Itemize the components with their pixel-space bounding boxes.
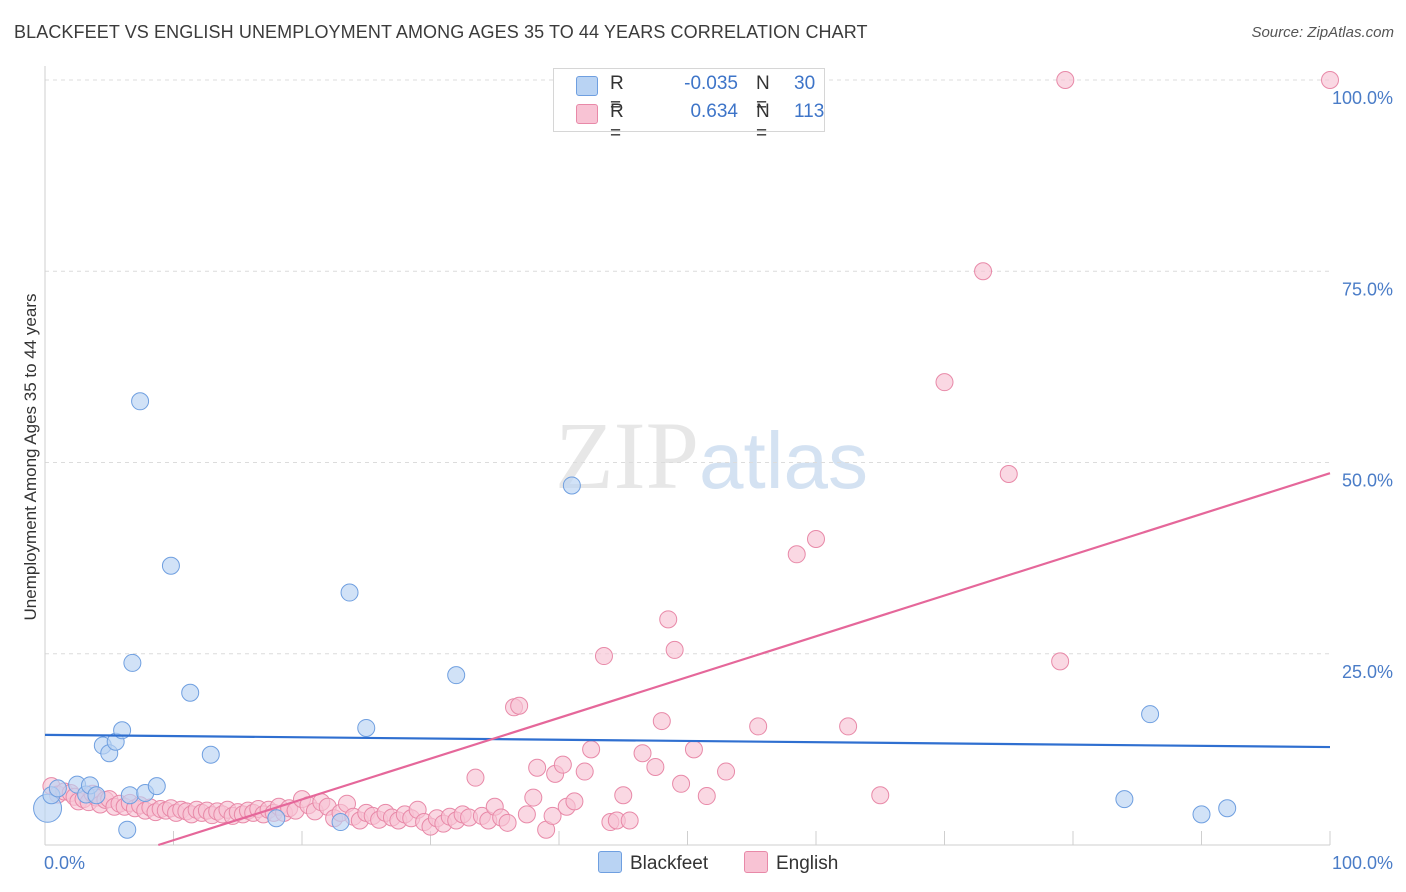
english-point — [594, 647, 613, 666]
n-value: 113 — [794, 101, 825, 122]
blackfeet-point — [447, 666, 466, 685]
y-axis-label: Unemployment Among Ages 35 to 44 years — [21, 294, 40, 621]
chart-title: BLACKFEET VS ENGLISH UNEMPLOYMENT AMONG … — [14, 22, 868, 42]
blackfeet-point — [123, 653, 142, 672]
source-credit: Source: ZipAtlas.com — [1251, 24, 1394, 41]
y-tick-label: 75.0% — [1342, 279, 1393, 299]
blackfeet-point — [161, 556, 180, 575]
r-value: -0.035 — [684, 73, 738, 94]
axes — [44, 66, 1330, 846]
english-point — [871, 786, 890, 805]
blackfeet-point — [357, 718, 376, 737]
blackfeet-point — [1192, 805, 1211, 824]
blackfeet-point — [1115, 790, 1134, 809]
blackfeet-point — [201, 745, 220, 764]
n-value: 30 — [794, 73, 816, 94]
blackfeet-point — [1141, 705, 1160, 724]
watermark: ZIPatlas — [555, 400, 868, 511]
bottom-legend-blackfeet: Blackfeet — [598, 851, 708, 875]
y-tick-label: 50.0% — [1342, 471, 1393, 491]
english-point — [672, 774, 691, 793]
english-point — [524, 788, 543, 807]
english-point — [466, 768, 485, 787]
english-point — [543, 806, 562, 825]
english-point — [565, 792, 584, 811]
english-point — [646, 757, 665, 776]
blackfeet-label: Blackfeet — [630, 853, 709, 874]
blackfeet-point — [120, 786, 139, 805]
english-swatch — [576, 104, 598, 124]
blackfeet-point — [267, 809, 286, 828]
blackfeet-point — [131, 392, 150, 411]
blackfeet-point — [181, 683, 200, 702]
blackfeet-point — [147, 777, 166, 796]
trend-lines — [44, 472, 1331, 847]
blackfeet-points — [33, 392, 1237, 839]
watermark-atlas: atlas — [699, 416, 868, 505]
english-point — [517, 805, 536, 824]
english-point — [1321, 71, 1339, 89]
english-point — [620, 811, 639, 830]
blackfeet-point — [118, 820, 137, 839]
bottom-legend-english: English — [744, 851, 838, 875]
english-point — [575, 762, 594, 781]
r-value: 0.634 — [690, 101, 738, 122]
n-label: N = — [756, 101, 770, 144]
english-point — [1051, 652, 1070, 671]
x-tick-label: 100.0% — [1332, 853, 1393, 873]
english-point — [807, 530, 825, 548]
english-point — [935, 373, 954, 392]
english-point — [614, 786, 633, 805]
blackfeet-point — [1218, 799, 1237, 818]
tick-labels: 25.0% 50.0% 75.0% 100.0% 0.0% 100.0% — [44, 88, 1393, 873]
r-label: R = — [610, 73, 624, 116]
english-point — [528, 758, 547, 777]
english-point — [974, 262, 993, 281]
english-point — [652, 712, 671, 731]
english-point — [498, 813, 517, 832]
blackfeet-point — [48, 779, 67, 798]
correlation-legend: R = -0.035 N = 30 R = 0.634 N = 113 — [553, 68, 825, 144]
english-point — [684, 740, 703, 759]
english-point — [717, 762, 736, 781]
english-point — [582, 740, 601, 759]
blackfeet-point — [340, 583, 359, 602]
y-tick-label: 25.0% — [1342, 662, 1393, 682]
english-point — [697, 787, 716, 806]
english-point — [665, 640, 684, 659]
blackfeet-trend-line — [44, 733, 1331, 749]
y-tick-label: 100.0% — [1332, 88, 1393, 108]
n-label: N = — [756, 73, 770, 116]
english-swatch — [744, 851, 768, 873]
blackfeet-point — [562, 476, 581, 495]
grid-lines — [44, 79, 1331, 845]
english-points — [42, 71, 1339, 839]
watermark-zip: ZIP — [555, 402, 699, 509]
english-point — [787, 545, 806, 564]
english-label: English — [776, 853, 839, 874]
r-label: R = — [610, 101, 624, 144]
blackfeet-swatch — [576, 76, 598, 96]
english-point — [510, 696, 529, 715]
english-point — [999, 464, 1018, 483]
english-point — [553, 755, 572, 774]
english-trend-line — [157, 472, 1331, 847]
blackfeet-point — [87, 786, 106, 805]
english-point — [839, 717, 858, 736]
english-point — [749, 717, 768, 736]
english-point — [1056, 71, 1075, 89]
blackfeet-swatch — [598, 851, 622, 873]
english-point — [633, 744, 652, 763]
blackfeet-point — [331, 813, 350, 832]
x-tick-label: 0.0% — [44, 853, 85, 873]
english-point — [659, 610, 678, 629]
